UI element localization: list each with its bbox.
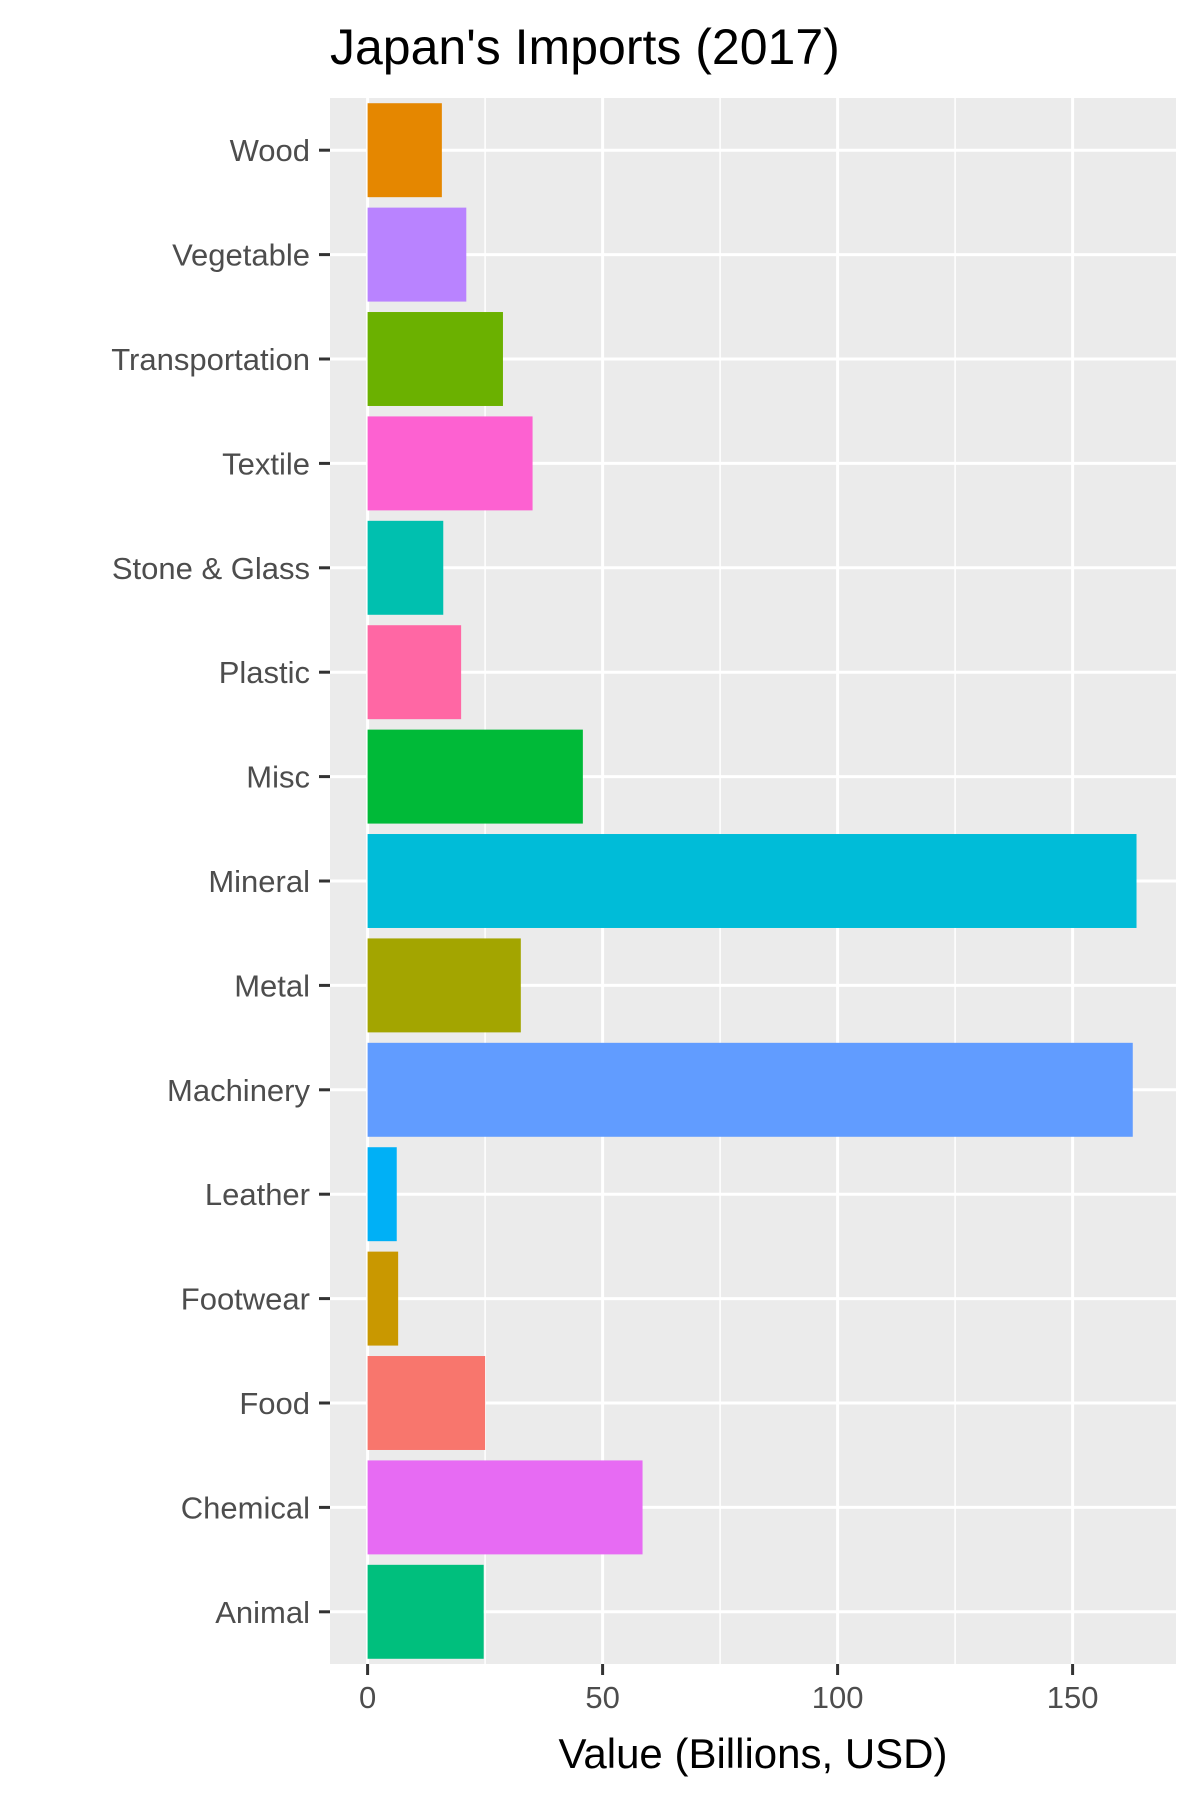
y-tick-label: Stone & Glass — [112, 551, 310, 586]
y-tick-label: Food — [239, 1386, 310, 1421]
bar-animal — [367, 1564, 484, 1659]
bar-footwear — [367, 1251, 399, 1346]
bar-textile — [367, 416, 533, 511]
y-tick-label: Metal — [234, 968, 310, 1003]
chart-title: Japan's Imports (2017) — [330, 19, 840, 75]
y-tick-label: Plastic — [219, 655, 310, 690]
x-axis-label: Value (Billions, USD) — [558, 1730, 947, 1777]
y-tick-label: Machinery — [167, 1073, 310, 1108]
x-axis: 0 50 100 150 — [359, 1664, 1098, 1715]
y-tick-label: Textile — [222, 446, 310, 481]
y-tick-label: Transportation — [111, 342, 310, 377]
y-tick-label: Footwear — [181, 1282, 310, 1317]
bar-transportation — [367, 312, 503, 406]
x-tick-label: 0 — [359, 1680, 376, 1715]
bars-group — [367, 103, 1137, 1659]
y-tick-label: Mineral — [208, 864, 310, 899]
y-tick-label: Chemical — [181, 1490, 310, 1525]
bar-misc — [367, 729, 583, 824]
y-tick-label: Misc — [246, 760, 310, 795]
y-tick-label: Animal — [215, 1595, 310, 1630]
bar-leather — [367, 1147, 397, 1242]
y-tick-label: Wood — [230, 133, 310, 168]
y-axis: Wood Vegetable Transportation Textile Stone … — [111, 133, 330, 1630]
bar-stone-glass — [367, 520, 444, 615]
x-tick-label: 100 — [812, 1680, 864, 1715]
x-tick-label: 50 — [585, 1680, 619, 1715]
bar-food — [367, 1356, 486, 1450]
bar-chemical — [367, 1460, 643, 1555]
bar-vegetable — [367, 207, 467, 302]
bar-metal — [367, 938, 521, 1033]
bar-mineral — [367, 834, 1137, 928]
bar-machinery — [367, 1042, 1133, 1137]
y-tick-label: Leather — [205, 1177, 310, 1212]
x-tick-label: 150 — [1047, 1680, 1099, 1715]
bar-plastic — [367, 625, 462, 720]
y-tick-label: Vegetable — [172, 238, 310, 273]
bar-wood — [367, 103, 442, 198]
